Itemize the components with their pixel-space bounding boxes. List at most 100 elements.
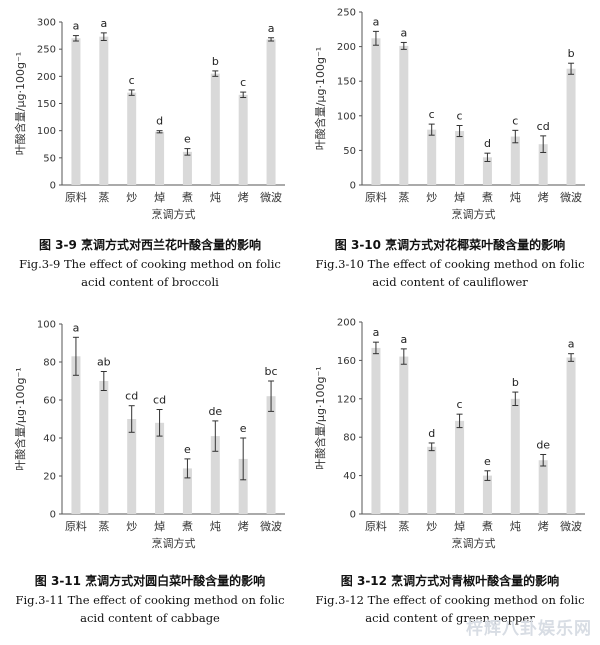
caption-en-line1: Fig.3-10 The effect of cooking method on… xyxy=(315,257,585,271)
bar xyxy=(99,381,109,514)
y-tick-label: 50 xyxy=(43,153,56,164)
significance-letter: e xyxy=(184,443,191,456)
bar xyxy=(238,458,248,514)
bar xyxy=(455,131,465,185)
significance-letter: b xyxy=(568,47,575,60)
y-tick-label: 60 xyxy=(43,396,56,407)
x-axis-label: 烹调方式 xyxy=(152,536,196,550)
category-label: 煮 xyxy=(482,520,493,533)
category-label: 炖 xyxy=(510,191,521,204)
category-label: 原料 xyxy=(365,190,387,204)
y-tick-label: 100 xyxy=(37,126,56,137)
caption-en-line2: acid content of green pepper xyxy=(365,611,535,625)
significance-letter: cd xyxy=(153,394,166,407)
category-label: 焯 xyxy=(154,519,165,533)
bar xyxy=(266,396,276,514)
bar xyxy=(155,422,165,514)
significance-letter: b xyxy=(512,376,519,389)
bar xyxy=(482,157,492,185)
chart-svg: 0 50 100 150 200 250 叶酸含量/μg·100g⁻¹ a 原料 a 蒸 c 炒 c 焯 d 煮… xyxy=(313,8,585,221)
significance-letter: a xyxy=(373,15,380,28)
category-label: 微波 xyxy=(260,519,282,533)
significance-letter: cd xyxy=(125,390,138,403)
significance-letter: a xyxy=(400,333,407,346)
panel-broccoli: 0 50 100 150 200 250 300 叶酸含量/μg·100g⁻¹ a 原料 a 蒸 c 炒 d… xyxy=(0,0,300,322)
significance-letter: a xyxy=(73,20,80,33)
significance-letter: d xyxy=(484,137,491,150)
significance-letter: ab xyxy=(97,356,111,369)
category-label: 蒸 xyxy=(98,191,109,204)
category-label: 微波 xyxy=(560,190,582,204)
caption-cn: 图 3-11 烹调方式对圆白菜叶酸含量的影响 xyxy=(34,574,266,588)
y-tick-label: 200 xyxy=(337,318,356,329)
bar xyxy=(210,436,220,514)
y-tick-label: 20 xyxy=(43,472,56,483)
category-label: 焯 xyxy=(154,190,165,204)
bar xyxy=(210,73,220,185)
significance-letter: a xyxy=(268,22,275,35)
bar xyxy=(399,356,409,514)
bar xyxy=(455,420,465,514)
bar xyxy=(155,131,165,185)
significance-letter: d xyxy=(156,115,163,128)
chart-svg: 0 50 100 150 200 250 300 叶酸含量/μg·100g⁻¹ a 原料 a 蒸 c 炒 d… xyxy=(13,17,285,221)
caption-en-line1: Fig.3-11 The effect of cooking method on… xyxy=(15,593,285,607)
significance-letter: c xyxy=(457,109,463,122)
y-tick-label: 150 xyxy=(37,99,56,110)
bar xyxy=(427,446,437,514)
significance-letter: e xyxy=(484,455,491,468)
y-tick-label: 250 xyxy=(37,45,56,56)
y-tick-label: 0 xyxy=(350,510,356,521)
y-tick-label: 120 xyxy=(337,394,356,405)
bar xyxy=(538,144,548,185)
bar xyxy=(371,347,381,514)
significance-letter: a xyxy=(400,26,407,39)
category-label: 微波 xyxy=(260,190,282,204)
category-label: 微波 xyxy=(560,519,582,533)
category-label: 原料 xyxy=(365,519,387,533)
bar xyxy=(238,94,248,185)
bar xyxy=(127,92,137,185)
bar xyxy=(566,68,576,185)
y-tick-label: 300 xyxy=(37,18,56,29)
category-label: 焯 xyxy=(454,190,465,204)
chart-svg: 0 40 80 120 160 200 叶酸含量/μg·100g⁻¹ a 原料 a 蒸 d 炒 c 焯 e 煮 b… xyxy=(313,318,585,550)
bar xyxy=(538,460,548,514)
caption-en-line2: acid content of cauliflower xyxy=(372,275,528,289)
significance-letter: c xyxy=(457,398,463,411)
y-tick-label: 150 xyxy=(337,77,356,88)
category-label: 炖 xyxy=(210,520,221,533)
significance-letter: e xyxy=(240,422,247,435)
y-tick-label: 250 xyxy=(337,8,356,19)
y-tick-label: 200 xyxy=(337,42,356,53)
y-tick-label: 0 xyxy=(50,181,56,192)
significance-letter: a xyxy=(100,17,107,30)
caption-en-line1: Fig.3-9 The effect of cooking method on … xyxy=(19,257,281,271)
category-label: 烤 xyxy=(238,190,249,204)
category-label: 煮 xyxy=(482,191,493,204)
caption-cn: 图 3-10 烹调方式对花椰菜叶酸含量的影响 xyxy=(334,238,566,252)
category-label: 煮 xyxy=(182,191,193,204)
x-axis-label: 烹调方式 xyxy=(452,536,496,550)
significance-letter: c xyxy=(429,108,435,121)
bar xyxy=(510,398,520,514)
bar xyxy=(482,475,492,514)
x-axis-label: 烹调方式 xyxy=(152,207,196,221)
category-label: 炖 xyxy=(210,191,221,204)
chart-svg: 0 20 40 60 80 100 叶酸含量/μg·100g⁻¹ a 原料 ab 蒸 cd 炒 cd 焯 e 煮… xyxy=(13,320,285,550)
significance-letter: a xyxy=(568,338,575,351)
y-axis-label: 叶酸含量/μg·100g⁻¹ xyxy=(13,52,27,155)
y-axis-label: 叶酸含量/μg·100g⁻¹ xyxy=(313,47,327,150)
watermark: 梓辉八卦娱乐网 xyxy=(466,619,592,639)
x-axis-label: 烹调方式 xyxy=(452,207,496,221)
bar xyxy=(71,38,81,185)
y-tick-label: 80 xyxy=(343,433,356,444)
significance-letter: a xyxy=(373,326,380,339)
y-axis-label: 叶酸含量/μg·100g⁻¹ xyxy=(13,367,27,470)
y-tick-label: 50 xyxy=(343,146,356,157)
y-tick-label: 0 xyxy=(50,510,56,521)
category-label: 原料 xyxy=(65,190,87,204)
significance-letter: d xyxy=(428,427,435,440)
significance-letter: c xyxy=(129,74,135,87)
category-label: 炒 xyxy=(426,520,437,533)
